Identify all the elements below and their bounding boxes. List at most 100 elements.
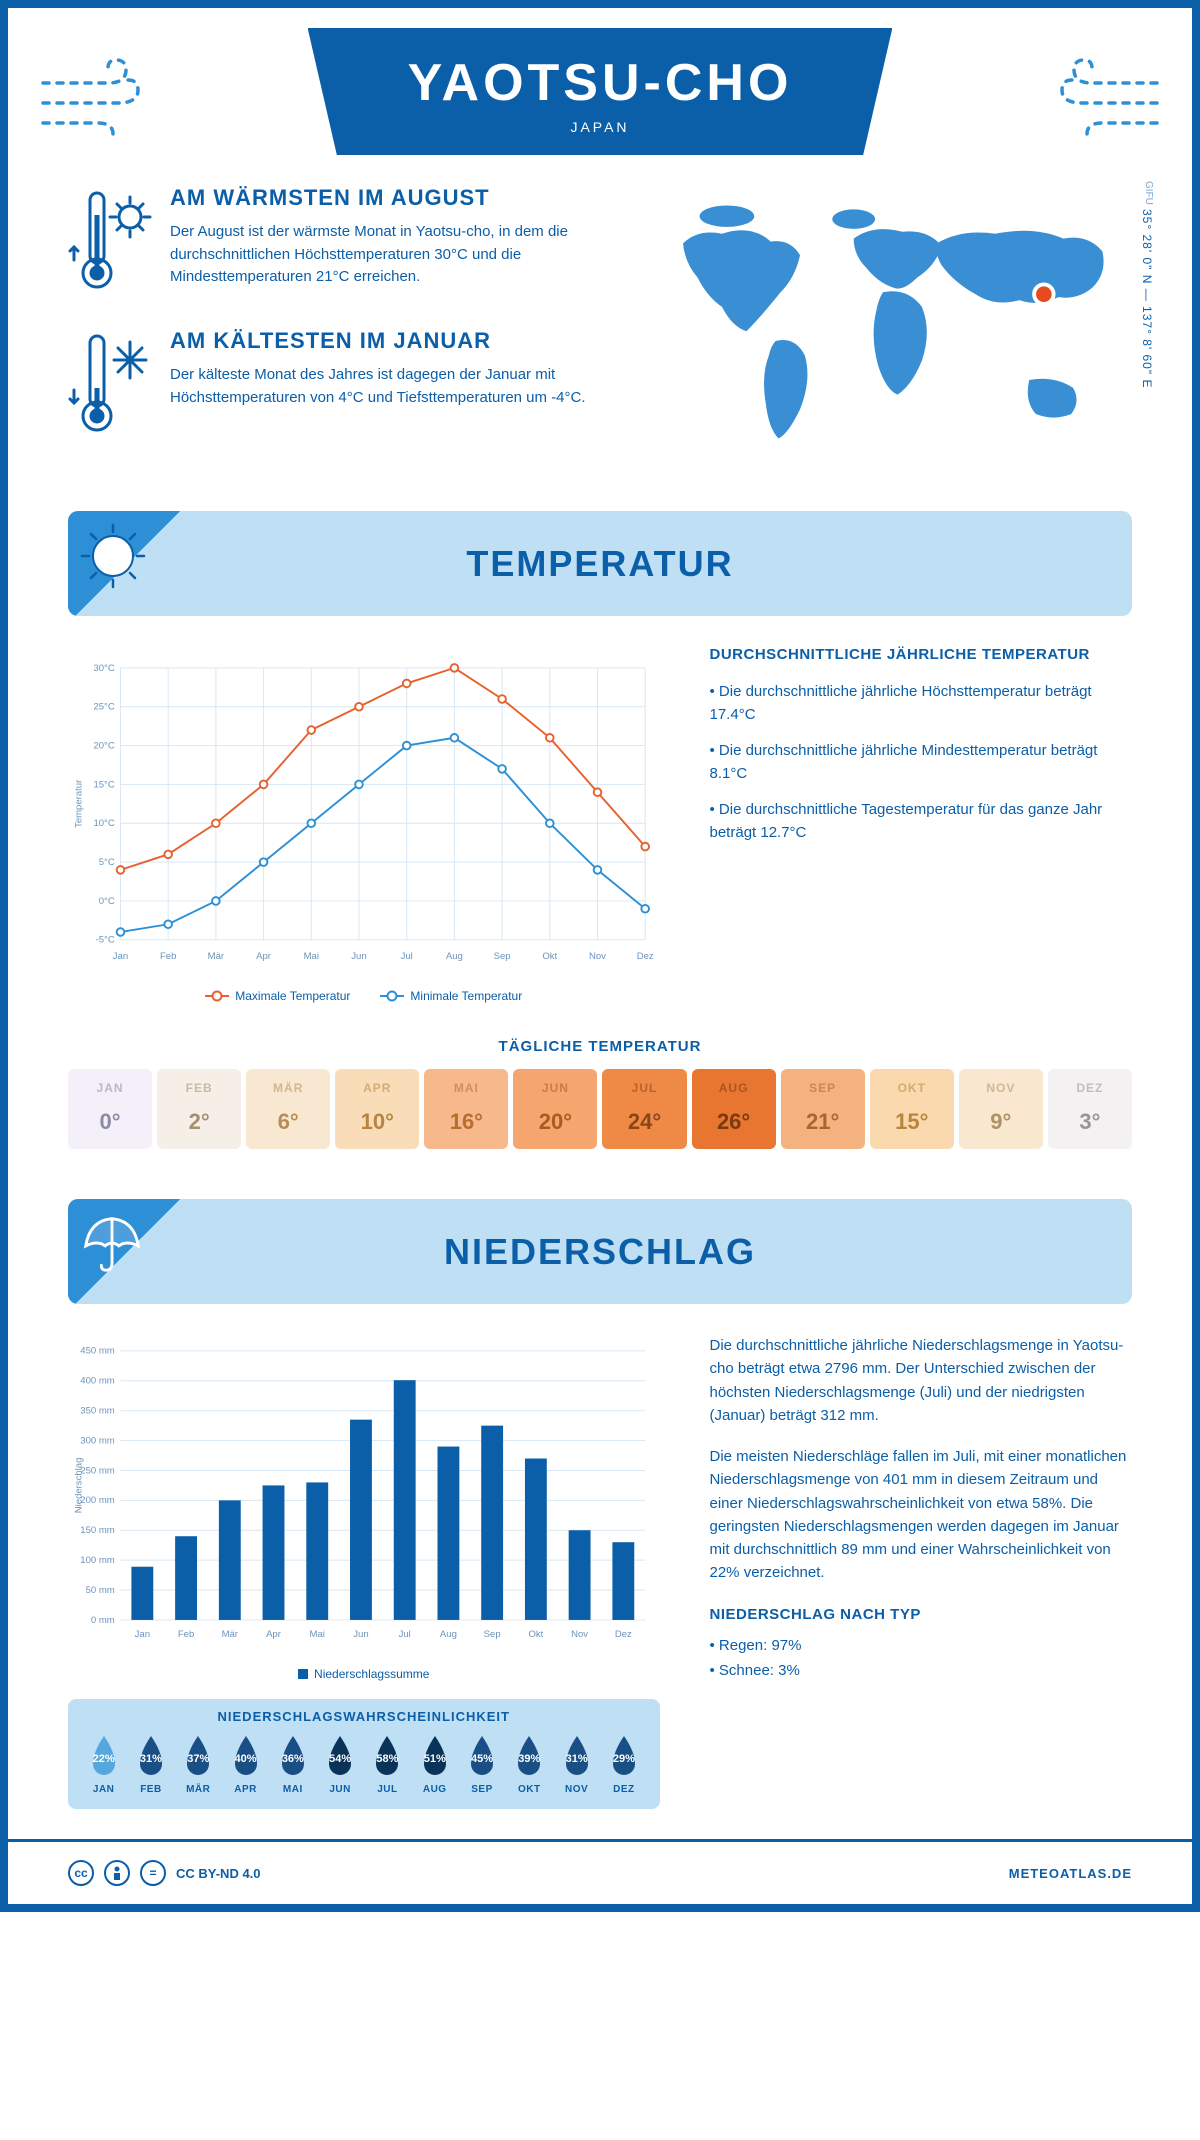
daily-cell: JUL24°: [602, 1069, 686, 1149]
svg-text:10°C: 10°C: [93, 818, 114, 829]
precip-type: • Schnee: 3%: [710, 1659, 1133, 1682]
warmest-fact: AM WÄRMSTEN IM AUGUST Der August ist der…: [68, 185, 604, 300]
wind-icon-right: [1012, 28, 1192, 148]
svg-text:Okt: Okt: [542, 951, 557, 962]
prob-cell: 36%MAI: [271, 1734, 314, 1795]
daily-cell: AUG26°: [692, 1069, 776, 1149]
city-title: YAOTSU-CHO: [408, 53, 793, 113]
daily-cell: JUN20°: [513, 1069, 597, 1149]
header: YAOTSU-CHO JAPAN: [8, 8, 1192, 155]
svg-text:250 mm: 250 mm: [80, 1465, 114, 1476]
svg-text:Jan: Jan: [113, 951, 128, 962]
svg-text:5°C: 5°C: [99, 857, 115, 868]
infographic-frame: YAOTSU-CHO JAPAN: [0, 0, 1200, 1912]
site-label: METEOATLAS.DE: [1009, 1866, 1132, 1881]
license-text: CC BY-ND 4.0: [176, 1866, 261, 1881]
svg-text:200 mm: 200 mm: [80, 1495, 114, 1506]
sun-icon: [68, 511, 188, 616]
svg-text:Mär: Mär: [208, 951, 225, 962]
temperature-desc: DURCHSCHNITTLICHE JÄHRLICHE TEMPERATUR •…: [710, 646, 1133, 1003]
svg-text:30°C: 30°C: [93, 663, 114, 674]
prob-cell: 58%JUL: [366, 1734, 409, 1795]
section-bar-temperatur: TEMPERATUR: [68, 511, 1132, 616]
precip-p2: Die meisten Niederschläge fallen im Juli…: [710, 1445, 1133, 1585]
svg-text:0°C: 0°C: [99, 896, 115, 907]
temperature-legend: Maximale Temperatur Minimale Temperatur: [68, 989, 660, 1003]
svg-text:Mai: Mai: [310, 1629, 325, 1640]
svg-text:Dez: Dez: [615, 1629, 632, 1640]
svg-text:Feb: Feb: [160, 951, 176, 962]
prob-cell: 51%AUG: [413, 1734, 456, 1795]
temperature-chart: -5°C 0°C 5°C 10°C 15°C 20°C 25°C 30°C Jan Feb Mär A…: [68, 646, 660, 1003]
svg-text:450 mm: 450 mm: [80, 1346, 114, 1357]
title-block: YAOTSU-CHO JAPAN: [308, 28, 893, 155]
svg-text:Aug: Aug: [446, 951, 463, 962]
legend-min: Minimale Temperatur: [410, 989, 522, 1003]
daily-cell: MAI16°: [424, 1069, 508, 1149]
world-map: GIFU 35° 28' 0" N — 137° 8' 60" E: [644, 185, 1132, 471]
daily-cell: DEZ3°: [1048, 1069, 1132, 1149]
prob-title: NIEDERSCHLAGSWAHRSCHEINLICHKEIT: [82, 1709, 646, 1724]
precipitation-desc: Die durchschnittliche jährliche Niedersc…: [710, 1334, 1133, 1809]
svg-text:Apr: Apr: [256, 951, 272, 962]
summary-row: AM WÄRMSTEN IM AUGUST Der August ist der…: [68, 185, 1132, 471]
daily-cell: MÄR6°: [246, 1069, 330, 1149]
region-label: GIFU: [1143, 181, 1154, 205]
niederschlag-title: NIEDERSCHLAG: [188, 1231, 1132, 1273]
coldest-text: Der kälteste Monat des Jahres ist dagege…: [170, 364, 604, 409]
svg-text:Apr: Apr: [266, 1629, 282, 1640]
thermometer-cold-icon: [68, 328, 158, 443]
svg-text:Mär: Mär: [222, 1629, 239, 1640]
svg-text:0 mm: 0 mm: [91, 1615, 115, 1626]
precipitation-chart: 0 mm50 mm100 mm150 mm200 mm250 mm300 mm3…: [68, 1334, 660, 1809]
daily-temp-title: TÄGLICHE TEMPERATUR: [68, 1038, 1132, 1055]
temp-bullet: • Die durchschnittliche jährliche Höchst…: [710, 681, 1133, 726]
warmest-text: Der August ist der wärmste Monat in Yaot…: [170, 221, 604, 289]
prob-cell: 45%SEP: [460, 1734, 503, 1795]
svg-text:350 mm: 350 mm: [80, 1406, 114, 1417]
daily-cell: NOV9°: [959, 1069, 1043, 1149]
svg-text:Sep: Sep: [484, 1629, 501, 1640]
prob-cell: 37%MÄR: [177, 1734, 220, 1795]
svg-text:Temperatur: Temperatur: [73, 779, 84, 828]
svg-text:Jun: Jun: [353, 1629, 368, 1640]
prob-cell: 54%JUN: [318, 1734, 361, 1795]
temp-desc-title: DURCHSCHNITTLICHE JÄHRLICHE TEMPERATUR: [710, 646, 1133, 663]
prob-cell: 31%FEB: [129, 1734, 172, 1795]
daily-cell: SEP21°: [781, 1069, 865, 1149]
footer: cc = CC BY-ND 4.0 METEOATLAS.DE: [8, 1839, 1192, 1904]
svg-text:Sep: Sep: [494, 951, 511, 962]
thermometer-hot-icon: [68, 185, 158, 300]
precip-legend: Niederschlagssumme: [68, 1667, 660, 1681]
daily-cell: APR10°: [335, 1069, 419, 1149]
precip-legend-label: Niederschlagssumme: [314, 1667, 429, 1681]
svg-text:25°C: 25°C: [93, 702, 114, 713]
daily-cell: JAN0°: [68, 1069, 152, 1149]
daily-temp-grid: JAN0°FEB2°MÄR6°APR10°MAI16°JUN20°JUL24°A…: [68, 1069, 1132, 1149]
svg-text:150 mm: 150 mm: [80, 1525, 114, 1536]
prob-cell: 22%JAN: [82, 1734, 125, 1795]
svg-text:Nov: Nov: [571, 1629, 588, 1640]
temperatur-title: TEMPERATUR: [188, 543, 1132, 585]
legend-max: Maximale Temperatur: [235, 989, 350, 1003]
section-bar-niederschlag: NIEDERSCHLAG: [68, 1199, 1132, 1304]
prob-cell: 29%DEZ: [602, 1734, 645, 1795]
svg-text:Jul: Jul: [399, 1629, 411, 1640]
svg-text:Okt: Okt: [528, 1629, 543, 1640]
precip-probability-box: NIEDERSCHLAGSWAHRSCHEINLICHKEIT 22%JAN31…: [68, 1699, 660, 1809]
svg-text:15°C: 15°C: [93, 779, 114, 790]
cc-icon: cc: [68, 1860, 94, 1886]
wind-icon-left: [8, 28, 188, 148]
svg-text:100 mm: 100 mm: [80, 1555, 114, 1566]
svg-text:Feb: Feb: [178, 1629, 194, 1640]
svg-text:-5°C: -5°C: [96, 935, 115, 946]
svg-text:Mai: Mai: [304, 951, 319, 962]
svg-text:Aug: Aug: [440, 1629, 457, 1640]
svg-text:Jun: Jun: [351, 951, 366, 962]
country-label: JAPAN: [408, 119, 793, 135]
umbrella-icon: [68, 1199, 188, 1304]
svg-text:20°C: 20°C: [93, 740, 114, 751]
nd-icon: =: [140, 1860, 166, 1886]
warmest-title: AM WÄRMSTEN IM AUGUST: [170, 185, 604, 211]
coldest-fact: AM KÄLTESTEN IM JANUAR Der kälteste Mona…: [68, 328, 604, 443]
